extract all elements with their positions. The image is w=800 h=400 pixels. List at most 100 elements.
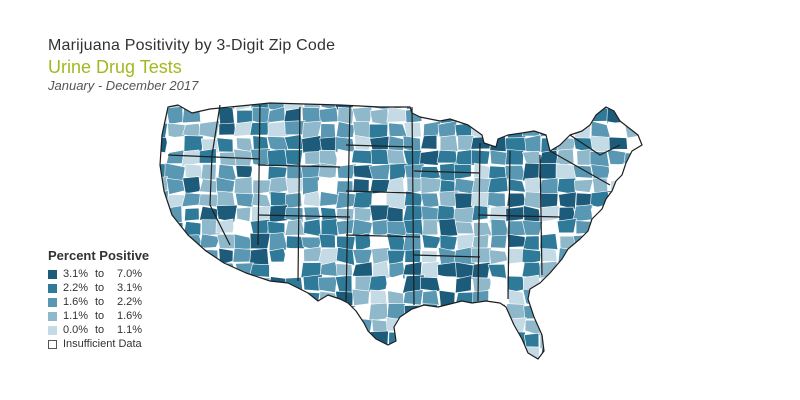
zip-region [420, 192, 440, 209]
zip-region [233, 303, 254, 322]
state-line-northeast-1 [549, 150, 611, 186]
zip-region [217, 276, 237, 293]
zip-region [283, 317, 304, 333]
zip-region [473, 222, 493, 238]
zip-region [160, 103, 170, 110]
zip-region [557, 177, 576, 195]
zip-region [490, 234, 508, 249]
legend-swatch [48, 269, 57, 279]
zip-region [405, 107, 424, 124]
zip-region [200, 164, 217, 181]
zip-region [506, 360, 526, 374]
zip-region [589, 288, 609, 307]
zip-region [506, 233, 526, 248]
zip-region [420, 134, 438, 150]
legend-swatch [48, 339, 57, 349]
zip-region [591, 235, 611, 248]
zip-region [404, 249, 421, 263]
zip-region [199, 261, 217, 278]
zip-region [454, 318, 476, 333]
zip-region [250, 290, 271, 307]
zip-region [268, 204, 289, 223]
zip-region [352, 249, 373, 265]
zip-region [542, 361, 557, 375]
zip-region [420, 330, 438, 349]
state-line-mountain-3 [257, 214, 351, 218]
zip-region [284, 218, 306, 236]
zip-region [556, 264, 574, 278]
zip-region [351, 106, 373, 123]
zip-region [640, 303, 642, 321]
zip-region [285, 331, 306, 350]
zip-region [198, 120, 221, 139]
zip-region [456, 331, 474, 348]
zip-region [422, 219, 439, 236]
zip-region [455, 361, 475, 375]
zip-region [233, 176, 253, 195]
zip-region [160, 190, 169, 208]
zip-region [423, 361, 442, 375]
zip-region [234, 192, 254, 208]
zip-region [539, 233, 559, 251]
zip-region [455, 275, 472, 294]
zip-region [284, 277, 304, 293]
zip-region [436, 103, 459, 112]
zip-region [232, 288, 253, 307]
zip-region [623, 107, 642, 124]
zip-region [166, 205, 183, 224]
zip-region [641, 150, 642, 165]
zip-region [456, 303, 475, 318]
zip-region [643, 108, 660, 124]
legend-sep: to [95, 282, 105, 294]
zip-region [643, 262, 659, 278]
zip-region [303, 206, 321, 222]
state-line-central-2 [413, 170, 481, 174]
zip-region [352, 261, 373, 279]
zip-region [592, 319, 612, 334]
zip-region [591, 219, 610, 236]
zip-region [200, 275, 221, 294]
zip-region [590, 303, 612, 320]
zip-region [641, 103, 642, 110]
zip-region [644, 122, 660, 138]
title-block: Marijuana Positivity by 3-Digit Zip Code… [48, 36, 335, 94]
zip-region [184, 207, 200, 222]
zip-region [181, 149, 203, 168]
state-borders [159, 102, 643, 360]
legend-swatch [48, 297, 57, 307]
zip-region [182, 276, 204, 294]
zip-region [165, 106, 184, 125]
zip-region [624, 263, 642, 280]
zip-region [625, 177, 642, 194]
zip-region [215, 344, 236, 359]
zip-region [318, 233, 336, 249]
zip-region [267, 347, 288, 359]
zip-region [437, 274, 458, 291]
zip-region [318, 107, 339, 123]
zip-region [184, 163, 204, 180]
zip-region [541, 303, 559, 322]
zip-region [470, 103, 493, 110]
zip-region [439, 134, 459, 153]
zip-region [232, 318, 255, 333]
zip-region [625, 288, 642, 307]
zip-region [385, 346, 407, 359]
date-range: January - December 2017 [48, 78, 199, 93]
zip-region [302, 274, 323, 292]
legend-swatch [48, 311, 57, 321]
zip-region [523, 359, 541, 375]
zip-region [523, 303, 544, 320]
zip-region [302, 304, 322, 322]
zip-region [487, 176, 509, 194]
zip-region [606, 247, 629, 264]
zip-region [487, 103, 510, 110]
zip-region [182, 246, 204, 263]
zip-region [626, 274, 642, 292]
legend-high: 7.0% [117, 268, 143, 280]
zip-region [421, 234, 442, 249]
zip-region [606, 148, 628, 166]
zip-region [303, 190, 322, 208]
zip-region [625, 304, 642, 319]
zip-region [643, 181, 660, 194]
legend-high: 1.1% [117, 324, 143, 336]
